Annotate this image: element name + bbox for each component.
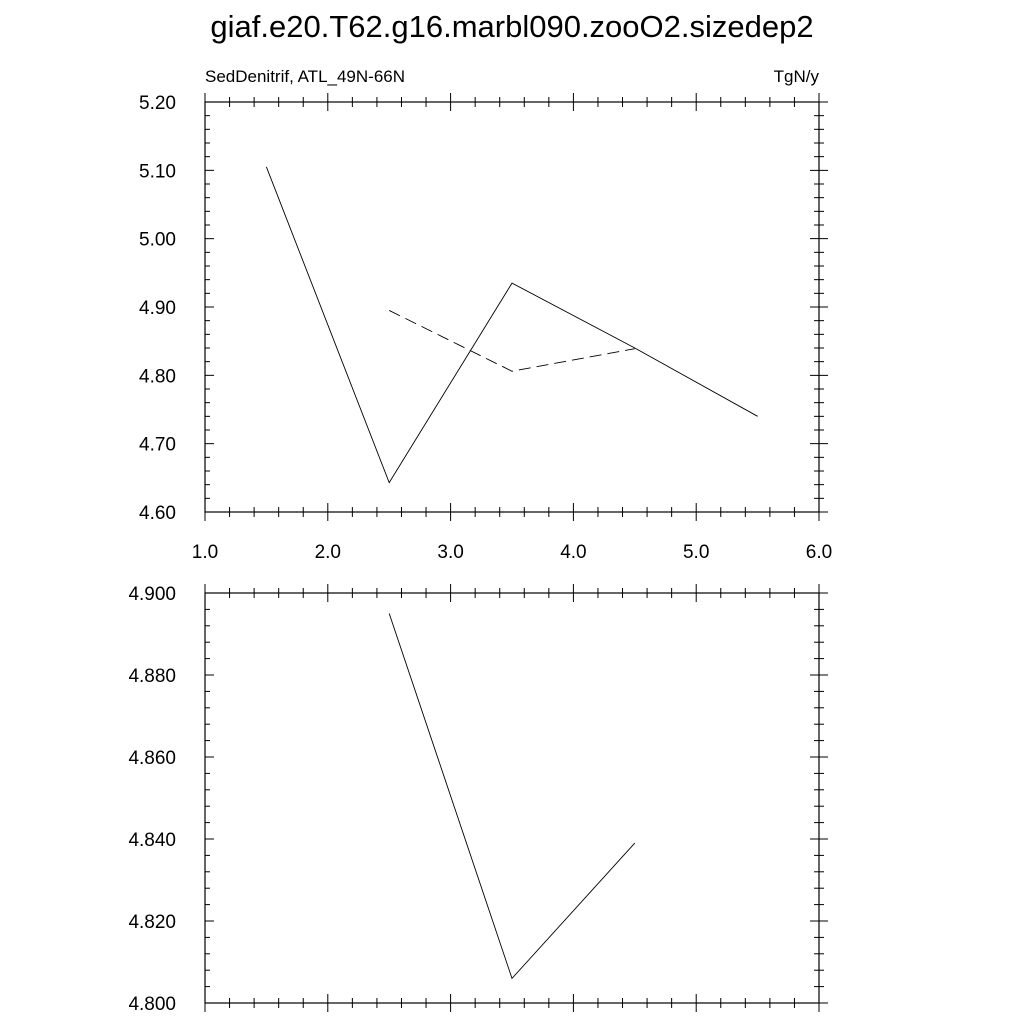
- top-panel-units-label: TgN/y: [774, 67, 820, 86]
- top-panel-tick-labels: 4.60 4.70 4.80 4.90 5.00 5.10 5.20 1.0 2.0 3.0 4.0…: [139, 93, 832, 563]
- y-tick-label: 4.90: [139, 298, 176, 319]
- x-tick-label: 6.0: [806, 542, 832, 563]
- x-tick-label: 3.0: [437, 542, 463, 563]
- y-tick-label: 4.840: [128, 830, 176, 851]
- series-line-solid: [388, 613, 636, 980]
- bottom-panel-frame: [204, 592, 820, 1004]
- y-tick-label: 4.80: [139, 366, 176, 387]
- y-tick-label: 4.860: [128, 748, 176, 769]
- bottom-panel-series: [388, 613, 636, 980]
- top-panel-frame: [204, 101, 820, 513]
- y-tick-label: 4.880: [128, 666, 176, 687]
- y-tick-label: 4.820: [128, 912, 176, 933]
- y-tick-label: 4.70: [139, 435, 176, 456]
- x-tick-label: 2.0: [315, 542, 341, 563]
- bottom-panel-ticks: [204, 584, 828, 1012]
- bottom-panel-tick-labels: 4.800 4.820 4.840 4.860 4.880 4.900: [128, 584, 176, 1015]
- top-panel-series: [265, 166, 758, 484]
- x-tick-label: 1.0: [192, 542, 218, 563]
- y-tick-label: 5.20: [139, 93, 176, 114]
- y-tick-label: 4.60: [139, 503, 176, 524]
- y-tick-label: 4.800: [128, 994, 176, 1015]
- bottom-panel: 4.800 4.820 4.840 4.860 4.880 4.900: [128, 584, 828, 1015]
- top-panel-ticks: [204, 93, 828, 521]
- y-tick-label: 5.10: [139, 161, 176, 182]
- x-tick-label: 4.0: [560, 542, 586, 563]
- top-panel-variable-label: SedDenitrif, ATL_49N-66N: [205, 67, 405, 86]
- page-title: giaf.e20.T62.g16.marbl090.zooO2.sizedep2: [210, 9, 813, 44]
- x-tick-label: 5.0: [683, 542, 709, 563]
- y-tick-label: 5.00: [139, 230, 176, 251]
- y-tick-label: 4.900: [128, 584, 176, 605]
- series-line-dashed: [389, 310, 635, 372]
- top-panel: SedDenitrif, ATL_49N-66N TgN/y 4.604.704…: [139, 67, 832, 563]
- series-line-solid: [265, 166, 758, 484]
